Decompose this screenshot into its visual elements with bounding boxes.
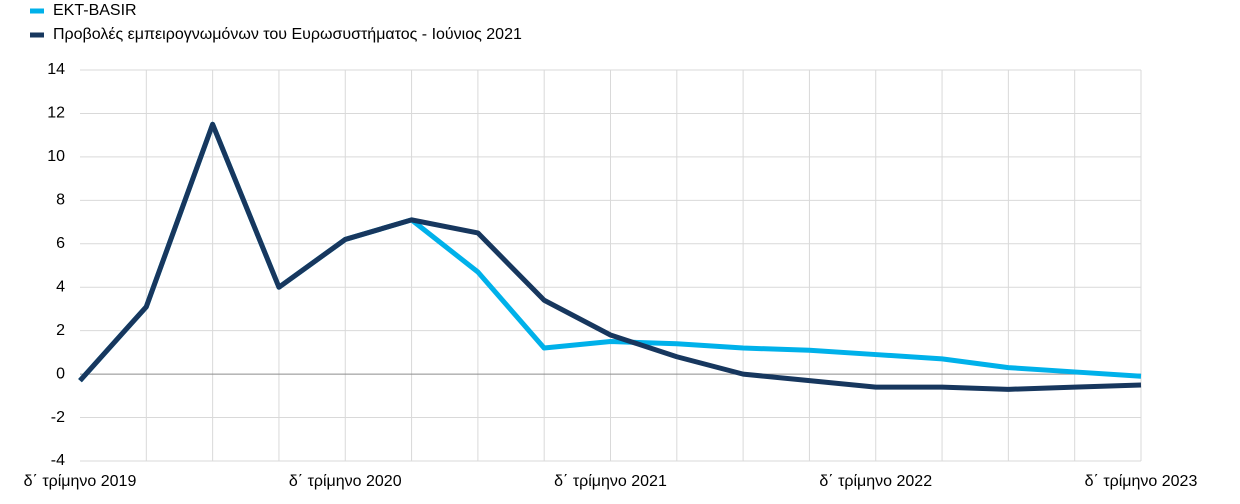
y-tick-label: 2 [56,322,65,339]
y-tick-label: 0 [56,365,65,382]
y-tick-label: 12 [47,105,65,122]
x-tick-label: δ΄ τρίμηνο 2019 [24,473,137,490]
x-tick-label: δ΄ τρίμηνο 2021 [554,473,667,490]
x-tick-label: δ΄ τρίμηνο 2020 [289,473,402,490]
y-tick-label: 4 [56,278,65,295]
y-tick-label: 6 [56,235,65,252]
y-tick-label: 10 [47,148,65,165]
legend-label: Προβολές εμπειρογνωμόνων του Ευρωσυστήμα… [53,26,522,43]
y-tick-label: -4 [51,452,65,469]
x-tick-label: δ΄ τρίμηνο 2022 [819,473,932,490]
x-tick-label: δ΄ τρίμηνο 2023 [1085,473,1198,490]
y-tick-label: 14 [47,61,65,78]
y-tick-label: -2 [51,409,65,426]
y-tick-label: 8 [56,192,65,209]
legend-label: EKT-BASIR [53,2,137,19]
series-line [78,121,1142,392]
